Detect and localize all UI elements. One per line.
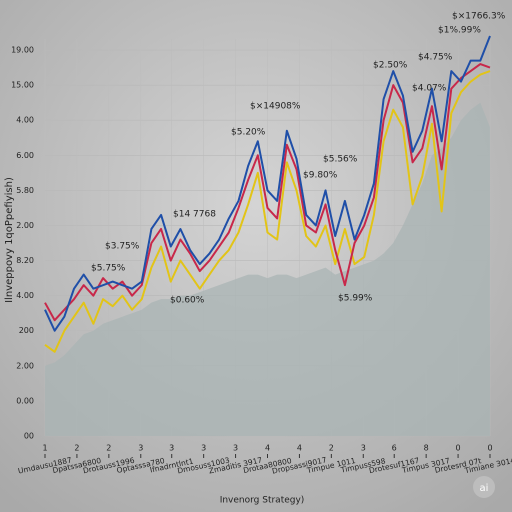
y-axis-label: Ilnveppovy 1qoPpefiyish) xyxy=(4,177,15,303)
y-tick-label: 8.20 xyxy=(16,256,34,265)
x-tick-number: 2 xyxy=(74,444,79,453)
x-tick-number: 3 xyxy=(138,444,143,453)
watermark-badge xyxy=(473,476,495,498)
x-axis-label: Invenorg Strategy) xyxy=(220,496,305,506)
x-tick-number: 0 xyxy=(487,444,492,453)
x-tick-number: 8 xyxy=(424,444,429,453)
annotation: $0.60% xyxy=(170,296,205,306)
y-tick-label: 200 xyxy=(19,326,34,335)
y-tick-label: 4.00 xyxy=(16,116,34,125)
x-tick-number: 3 xyxy=(169,444,174,453)
y-tick-label: 19.00 xyxy=(11,46,34,55)
x-tick-number: 2 xyxy=(329,444,334,453)
y-tick-label: 00 xyxy=(24,432,34,441)
line xyxy=(44,35,491,332)
line xyxy=(44,70,491,353)
area xyxy=(45,102,490,437)
annotation: $5.99% xyxy=(338,294,373,304)
annotation: $14 7768 xyxy=(173,210,216,220)
y-tick-label: 2.00 xyxy=(16,221,34,230)
x-tick-number: 3 xyxy=(233,444,238,453)
y-tick-label: 2.00 xyxy=(16,361,34,370)
x-tick-number: 3 xyxy=(361,444,366,453)
annotation: $5.20% xyxy=(231,128,266,138)
y-tick-label: 4.00 xyxy=(16,291,34,300)
x-tick-number: 0 xyxy=(456,444,461,453)
x-tick-number: 2 xyxy=(106,444,111,453)
x-tick-number: 6 xyxy=(392,444,397,453)
x-tick-number: 4 xyxy=(297,444,302,453)
watermark: ai xyxy=(473,476,495,498)
annotation: $5.56% xyxy=(323,155,358,165)
watermark-text: ai xyxy=(480,483,489,494)
y-tick-label: 6.00 xyxy=(16,151,34,160)
x-tick-number: 1 xyxy=(42,444,47,453)
y-tick-label: 5.80 xyxy=(16,186,34,195)
x-tick-number: 3 xyxy=(201,444,206,453)
annotation: $3.75% xyxy=(105,242,140,252)
y-tick-label: 0.00 xyxy=(16,396,34,405)
y-tick-label: 15.00 xyxy=(11,81,34,90)
annotation: $2.50% xyxy=(373,61,408,71)
annotation: $4.75% xyxy=(418,53,453,63)
annotation: $1%.99% xyxy=(438,26,481,36)
annotation: $9.80% xyxy=(303,171,338,181)
annotation: $×14908% xyxy=(250,102,301,112)
annotation: $×1766.3% xyxy=(452,12,506,22)
annotation: $4.07% xyxy=(412,84,447,94)
x-tick-number: 4 xyxy=(265,444,270,453)
annotation: $5.75% xyxy=(91,264,126,274)
